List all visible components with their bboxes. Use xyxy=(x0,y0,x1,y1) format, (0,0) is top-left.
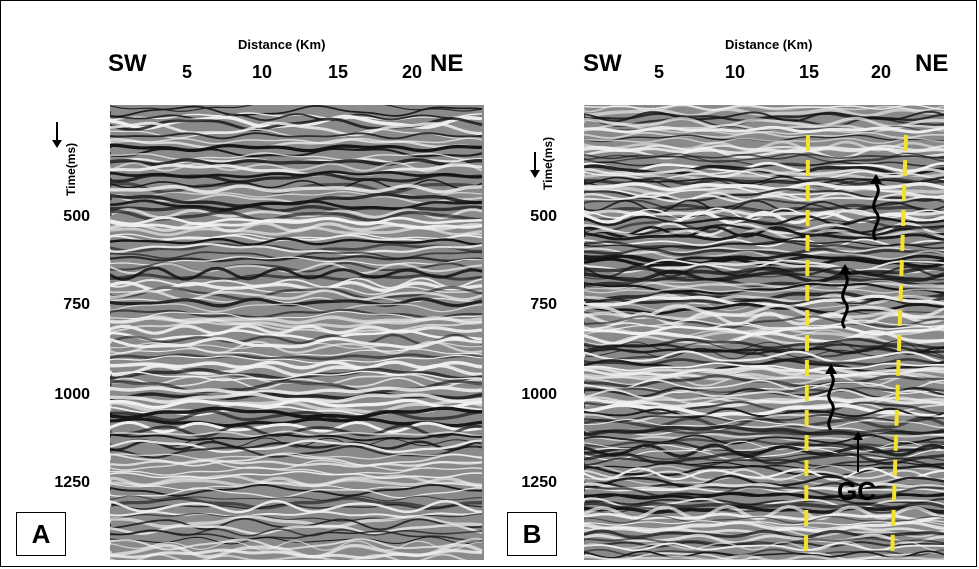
left-direction-label: SW xyxy=(583,50,622,77)
x-tick: 10 xyxy=(724,62,746,82)
panel-a: SW NE Distance (Km) 5 10 15 20 500 750 1… xyxy=(0,0,489,569)
seismic-section-b xyxy=(584,105,944,560)
gas-chimney-boundaries xyxy=(804,134,908,560)
down-arrow-icon xyxy=(530,152,540,178)
x-tick: 10 xyxy=(251,62,273,82)
x-tick: 15 xyxy=(327,62,349,82)
down-arrow-icon xyxy=(52,122,62,148)
y-tick: 500 xyxy=(63,208,90,225)
seismic-section-a xyxy=(110,105,484,560)
left-direction-label: SW xyxy=(108,50,147,77)
panel-tag-a: A xyxy=(16,512,66,556)
panel-b: SW NE Distance (Km) 5 10 15 20 500 750 1… xyxy=(489,0,979,569)
right-boundary-line xyxy=(890,134,908,560)
wavy-up-arrow-icon xyxy=(870,174,882,241)
left-boundary-line xyxy=(804,134,810,560)
right-direction-label: NE xyxy=(915,50,949,77)
y-tick: 1250 xyxy=(54,474,90,491)
y-axis-title: Time(ms) xyxy=(541,136,555,190)
x-tick: 20 xyxy=(870,62,892,82)
x-tick: 20 xyxy=(401,62,423,82)
x-tick: 5 xyxy=(181,62,193,82)
panel-tag-b: B xyxy=(507,512,557,556)
x-axis-title: Distance (Km) xyxy=(238,37,326,52)
wavy-up-arrow-icon xyxy=(839,264,851,330)
up-arrow-icon xyxy=(853,431,863,472)
y-tick: 750 xyxy=(530,296,557,313)
x-axis-title: Distance (Km) xyxy=(725,37,813,52)
gc-annotation: GC xyxy=(837,476,876,506)
y-tick: 1000 xyxy=(54,386,90,403)
x-tick: 15 xyxy=(798,62,820,82)
wavy-up-arrow-icon xyxy=(825,364,837,431)
y-axis-title: Time(ms) xyxy=(64,142,78,196)
y-tick: 500 xyxy=(530,208,557,225)
y-tick: 1250 xyxy=(521,474,557,491)
y-tick: 750 xyxy=(63,296,90,313)
x-tick: 5 xyxy=(653,62,665,82)
right-direction-label: NE xyxy=(430,50,464,77)
y-tick: 1000 xyxy=(521,386,557,403)
